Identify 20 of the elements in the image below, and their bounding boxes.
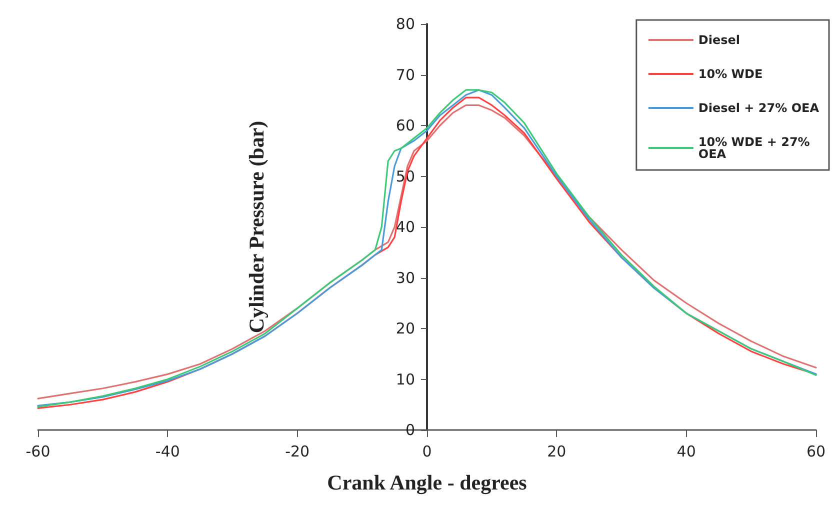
x-tick-label: 0 xyxy=(422,442,432,460)
y-tick-label: 80 xyxy=(396,15,415,33)
x-tick-label: -40 xyxy=(155,442,180,460)
x-tick-label: -60 xyxy=(26,442,50,460)
x-tick-label: 60 xyxy=(806,442,826,460)
legend-label: Diesel xyxy=(698,33,740,47)
y-tick-label: 60 xyxy=(396,116,415,134)
legend-label: Diesel + 27% OEA xyxy=(698,101,820,115)
x-tick-label: 20 xyxy=(547,442,566,460)
y-tick-label: 30 xyxy=(396,268,415,287)
y-tick-label: 70 xyxy=(396,66,415,84)
legend-label: 10% WDE + 27% OEA xyxy=(698,135,814,161)
legend-label: 10% WDE xyxy=(698,67,763,81)
y-tick-label: 10 xyxy=(396,370,415,388)
y-tick-label: 40 xyxy=(396,218,415,236)
x-axis-title: Crank Angle - degrees xyxy=(327,470,527,494)
y-axis-title: Cylinder Pressure (bar) xyxy=(244,120,268,334)
x-tick-label: -20 xyxy=(285,442,310,460)
x-tick-label: 40 xyxy=(676,442,696,460)
y-tick-label: 20 xyxy=(396,320,415,338)
